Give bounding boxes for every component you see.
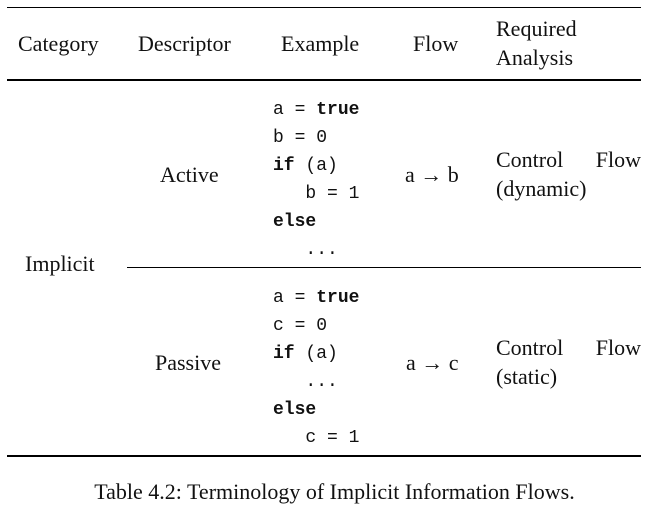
code-line: a = true bbox=[273, 284, 359, 312]
header-required-analysis-line2: Analysis bbox=[496, 45, 573, 70]
code-line: ... bbox=[273, 368, 359, 396]
analysis-active-text1: Control Flow bbox=[496, 147, 641, 172]
analysis-passive-line2: (static) bbox=[496, 364, 558, 389]
code-text: a = bbox=[273, 100, 317, 120]
code-keyword: true bbox=[316, 100, 360, 120]
descriptor-active: Active bbox=[160, 162, 219, 187]
header-required-analysis-line1: Required bbox=[496, 16, 577, 41]
code-keyword: true bbox=[316, 288, 360, 308]
code-line: if (a) bbox=[273, 152, 359, 180]
code-line: ... bbox=[273, 236, 359, 264]
table-header-rule bbox=[7, 79, 641, 81]
code-text: a = bbox=[273, 288, 317, 308]
analysis-active-line2: (dynamic) bbox=[496, 176, 587, 201]
code-line: b = 1 bbox=[273, 180, 359, 208]
code-keyword: else bbox=[273, 400, 317, 420]
code-keyword: else bbox=[273, 212, 317, 232]
code-keyword: if bbox=[273, 344, 295, 364]
code-text: c = 1 bbox=[273, 428, 360, 448]
code-text: ... bbox=[273, 372, 338, 392]
code-line: else bbox=[273, 208, 359, 236]
flow-active: a → b bbox=[405, 162, 459, 187]
analysis-passive-text1: Control Flow bbox=[496, 335, 641, 360]
analysis-active-line1: Control Flow bbox=[496, 145, 641, 175]
code-text: ... bbox=[273, 240, 338, 260]
code-example-active: a = true b = 0 if (a) b = 1 else ... bbox=[273, 96, 359, 264]
code-text: c = 0 bbox=[273, 316, 328, 336]
table-top-rule bbox=[7, 7, 641, 8]
code-text: (a) bbox=[294, 344, 338, 364]
table-bottom-rule bbox=[7, 455, 641, 457]
header-flow: Flow bbox=[413, 31, 459, 56]
code-line: else bbox=[273, 396, 359, 424]
code-line: b = 0 bbox=[273, 124, 359, 152]
code-line: c = 1 bbox=[273, 424, 359, 452]
code-line: c = 0 bbox=[273, 312, 359, 340]
header-example: Example bbox=[281, 31, 360, 56]
code-example-passive: a = true c = 0 if (a) ... else c = 1 bbox=[273, 284, 359, 452]
table-caption: Table 4.2: Terminology of Implicit Infor… bbox=[94, 479, 575, 504]
code-line: if (a) bbox=[273, 340, 359, 368]
code-line: a = true bbox=[273, 96, 359, 124]
analysis-passive-line1: Control Flow bbox=[496, 333, 641, 363]
category-implicit: Implicit bbox=[25, 251, 95, 276]
row-separator-rule bbox=[127, 267, 641, 268]
header-descriptor: Descriptor bbox=[138, 31, 231, 56]
code-keyword: if bbox=[273, 156, 295, 176]
flow-passive: a → c bbox=[406, 350, 459, 375]
code-text: b = 0 bbox=[273, 128, 328, 148]
header-category: Category bbox=[18, 31, 99, 56]
code-text: b = 1 bbox=[273, 184, 360, 204]
code-text: (a) bbox=[294, 156, 338, 176]
descriptor-passive: Passive bbox=[155, 350, 221, 375]
